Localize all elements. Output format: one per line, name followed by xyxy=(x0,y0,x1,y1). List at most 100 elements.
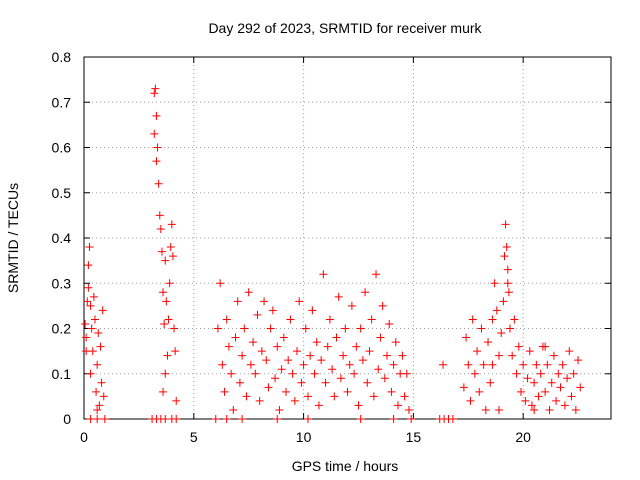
data-point xyxy=(356,324,365,333)
data-point xyxy=(504,288,513,297)
data-point xyxy=(83,297,92,306)
data-point xyxy=(317,356,326,365)
data-point xyxy=(100,415,109,423)
data-point xyxy=(303,392,312,401)
data-point xyxy=(336,374,345,383)
data-point xyxy=(365,347,374,356)
data-point xyxy=(271,374,280,383)
data-point xyxy=(257,347,266,356)
data-point xyxy=(516,387,525,396)
data-point xyxy=(541,342,550,351)
data-point xyxy=(347,301,356,310)
data-point xyxy=(497,329,506,338)
data-point xyxy=(558,360,567,369)
data-point xyxy=(229,405,238,414)
data-point xyxy=(389,360,398,369)
data-point xyxy=(81,319,90,328)
data-point xyxy=(330,392,339,401)
data-point xyxy=(369,392,378,401)
data-point xyxy=(172,396,181,405)
data-point xyxy=(350,369,359,378)
data-point xyxy=(308,306,317,315)
data-point xyxy=(470,369,479,378)
data-point xyxy=(153,143,162,152)
data-point xyxy=(367,315,376,324)
data-point xyxy=(394,401,403,410)
data-point xyxy=(288,369,297,378)
data-point xyxy=(574,356,583,365)
data-point xyxy=(238,351,247,360)
data-point xyxy=(391,338,400,347)
data-point xyxy=(505,324,514,333)
data-point xyxy=(213,324,222,333)
data-point xyxy=(565,347,574,356)
data-point xyxy=(464,360,473,369)
data-point xyxy=(495,351,504,360)
data-point xyxy=(262,356,271,365)
data-point xyxy=(510,315,519,324)
data-point xyxy=(404,405,413,414)
data-point xyxy=(306,351,315,360)
data-point xyxy=(160,319,169,328)
data-point xyxy=(567,392,576,401)
data-point xyxy=(242,392,251,401)
data-point xyxy=(571,405,580,414)
data-point xyxy=(96,342,105,351)
data-point xyxy=(97,378,106,387)
data-point xyxy=(246,360,255,369)
data-point xyxy=(297,378,306,387)
data-point xyxy=(495,405,504,414)
data-point xyxy=(164,315,173,324)
data-point xyxy=(325,315,334,324)
data-point xyxy=(161,369,170,378)
x-tick-label: 0 xyxy=(80,429,88,445)
data-point xyxy=(527,401,536,410)
data-point xyxy=(473,347,482,356)
data-point xyxy=(545,405,554,414)
data-point xyxy=(402,369,411,378)
data-point xyxy=(376,333,385,342)
data-point xyxy=(563,374,572,383)
data-point xyxy=(249,338,258,347)
data-point xyxy=(282,387,291,396)
data-point xyxy=(233,297,242,306)
data-point xyxy=(152,157,161,166)
data-point xyxy=(301,324,310,333)
data-point xyxy=(343,387,352,396)
data-point xyxy=(479,360,488,369)
data-point xyxy=(319,270,328,279)
data-point xyxy=(492,306,501,315)
data-point xyxy=(220,387,229,396)
data-point xyxy=(93,415,102,423)
data-point xyxy=(532,360,541,369)
data-point xyxy=(168,252,177,261)
data-point xyxy=(151,84,160,93)
data-point xyxy=(165,279,174,288)
data-point xyxy=(503,279,512,288)
data-point xyxy=(216,279,225,288)
data-point xyxy=(341,324,350,333)
data-point xyxy=(314,401,323,410)
y-tick-label: 0.3 xyxy=(52,275,72,291)
data-point xyxy=(284,356,293,365)
data-point xyxy=(260,297,269,306)
data-point xyxy=(222,415,231,423)
data-point xyxy=(89,292,98,301)
data-point xyxy=(321,378,330,387)
x-tick-label: 5 xyxy=(190,429,198,445)
data-point xyxy=(468,315,477,324)
data-point xyxy=(556,383,565,392)
data-point xyxy=(552,396,561,405)
data-point xyxy=(374,365,383,374)
data-point xyxy=(167,220,176,229)
data-point xyxy=(161,256,170,265)
data-point xyxy=(211,415,220,423)
data-point xyxy=(387,387,396,396)
x-tick-label: 20 xyxy=(515,429,531,445)
axes: 0 0.1 0.2 0.3 0.4 0.5 0.6 0.7 0.8 0 5 10 15 20 xyxy=(52,49,612,445)
data-point xyxy=(459,383,468,392)
chart-title: Day 292 of 2023, SRMTID for receiver mur… xyxy=(208,20,482,36)
data-point xyxy=(439,360,448,369)
data-point xyxy=(93,405,102,414)
data-point xyxy=(554,369,563,378)
